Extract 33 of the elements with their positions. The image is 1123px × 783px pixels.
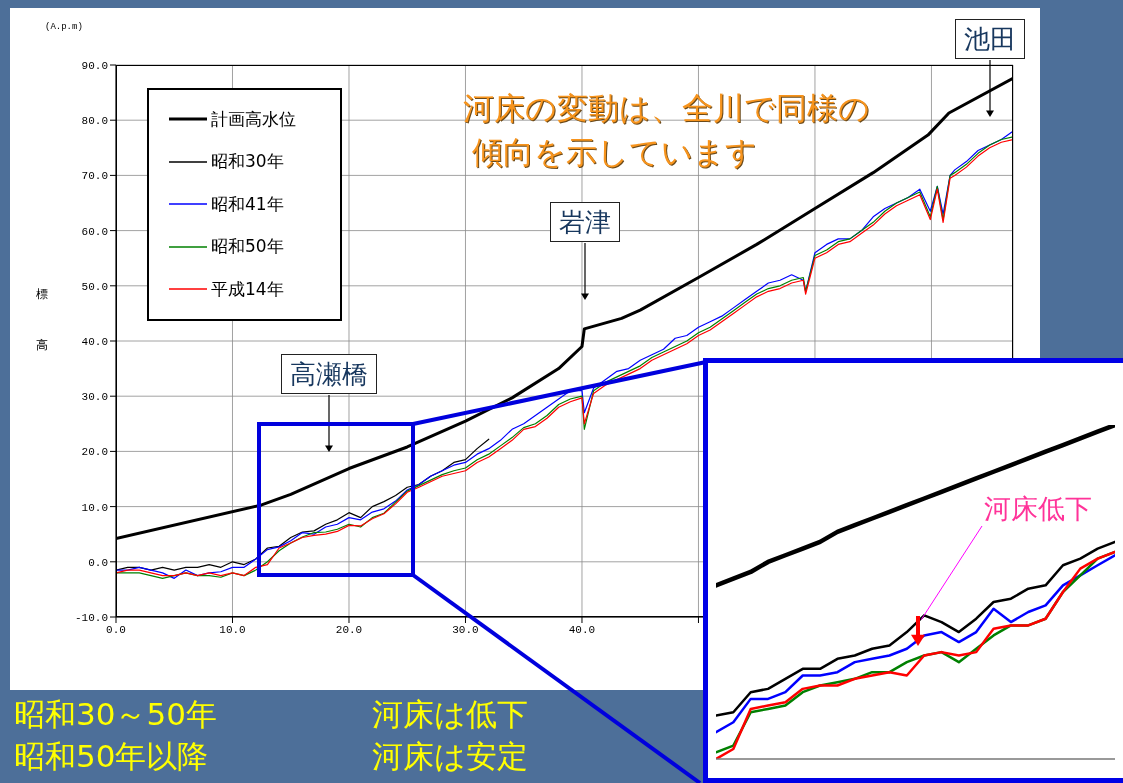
y-tick-label: -10.0 [74,611,108,624]
text: 池田 [955,19,1025,59]
annotation: 傾向を示しています [472,133,757,172]
text: 河床は安定 [372,737,528,776]
annotation: 河床低下 [984,492,1092,526]
y-axis-title: 標高 [34,278,50,378]
y-tick-label: 80.0 [81,115,108,128]
y-tick-label: 10.0 [81,501,108,514]
text: 昭和50年以降 [14,737,209,776]
annotation: 河床の変動は、全川で同様の [463,89,870,128]
y-tick-label: 60.0 [81,225,108,238]
y-tick-label: 70.0 [81,170,108,183]
legend-label: 昭和50年 [211,235,284,259]
y-tick-label: 0.0 [88,556,108,569]
y-tick-label: 30.0 [81,391,108,404]
x-tick-label: 30.0 [452,623,479,636]
y-tick-label: 50.0 [81,280,108,293]
legend-label: 昭和30年 [211,150,284,174]
y-tick-label: 90.0 [81,59,108,72]
x-tick-label: 10.0 [219,623,246,636]
legend-label: 昭和41年 [211,192,284,216]
legend-label: 計画高水位 [211,107,296,131]
x-tick-label: 40.0 [568,623,596,636]
annotation: 高瀬橋 [281,354,377,394]
text: (A.p.m) [45,22,83,32]
x-tick-label: 0.0 [106,623,126,636]
y-tick-label: 40.0 [81,335,108,348]
x-tick-label: 20.0 [335,623,363,636]
annotation: 岩津 [550,202,620,242]
text: 昭和30～50年 [14,695,217,734]
text: 河床は低下 [372,695,528,734]
y-tick-label: 20.0 [81,446,108,459]
legend-label: 平成14年 [211,277,284,301]
